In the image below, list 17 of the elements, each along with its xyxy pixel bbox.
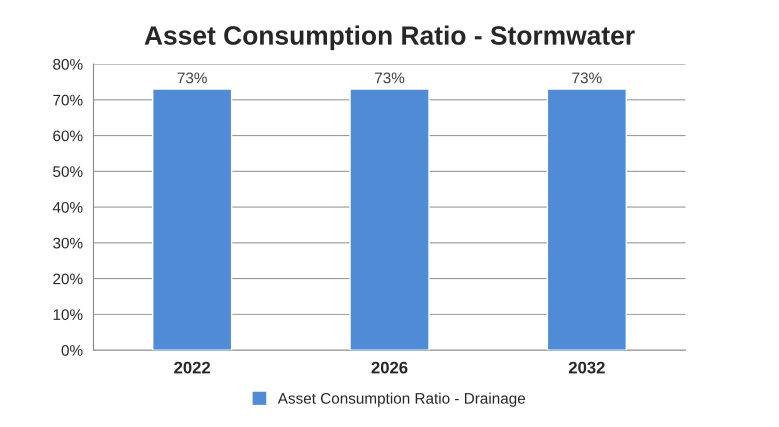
data-label: 73% [178,72,207,84]
x-tick-label: 2022 [174,362,210,374]
y-tick-label: 80% [53,58,83,70]
x-tick-label: 2032 [568,362,605,374]
y-tick-label: 60% [53,130,83,142]
y-tick-label: 50% [53,166,83,178]
x-tick-label: 2026 [372,362,408,374]
data-label: 73% [572,72,602,84]
y-tick-label: 30% [53,238,83,249]
y-tick-label: 20% [53,273,83,284]
y-tick-label: 10% [54,309,83,320]
legend-label: Asset Consumption Ratio - Drainage [278,392,526,407]
y-tick-label: 0% [62,345,83,356]
y-tick-label: 40% [52,202,83,213]
y-tick-label: 70% [53,94,83,106]
data-label: 73% [374,72,404,84]
chart-title: Asset Consumption Ratio - Stormwater [144,25,635,50]
